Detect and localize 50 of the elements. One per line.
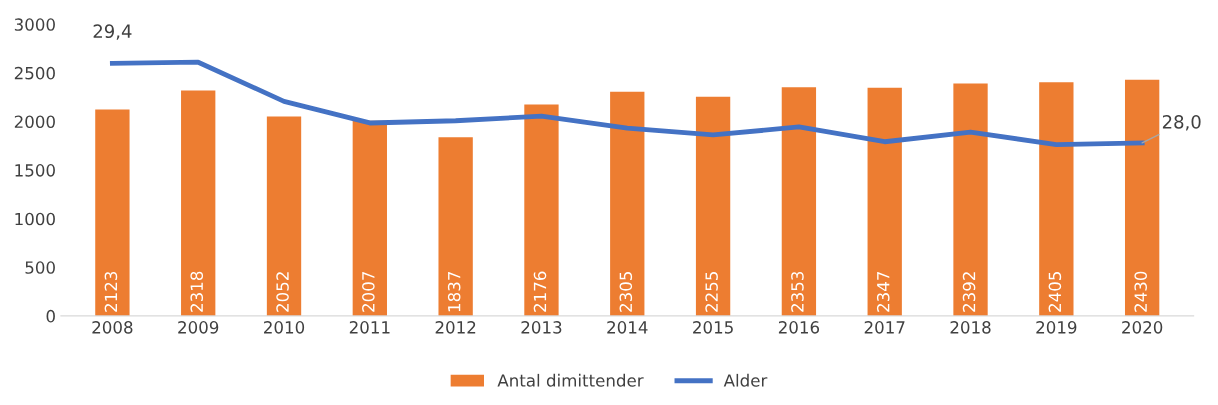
data-label: 2305 [619, 272, 633, 312]
y-tick-label: 2000 [14, 115, 55, 129]
x-tick-label: 2013 [521, 321, 562, 334]
bar [95, 109, 130, 316]
y-tick-label: 0 [46, 309, 55, 323]
bar [695, 96, 731, 316]
bar [438, 137, 473, 316]
x-tick-label: 2020 [1122, 321, 1163, 334]
bar [610, 91, 645, 316]
data-label: 2353 [791, 271, 804, 312]
x-tick-label: 2008 [92, 321, 133, 334]
data-label: 2255 [705, 272, 718, 312]
x-tick-label: 2014 [607, 321, 648, 334]
legend-label: Alder [723, 373, 768, 387]
bar [181, 90, 216, 316]
y-tick-label: 2500 [14, 66, 55, 80]
data-label: 2052 [276, 272, 289, 312]
bar [867, 87, 902, 316]
x-tick-label: 2018 [950, 321, 991, 334]
data-label: 2007 [362, 271, 375, 312]
x-tick-label: 2010 [264, 321, 305, 334]
bar [953, 83, 988, 316]
data-label: 29,4 [93, 24, 132, 40]
y-tick-label: 500 [25, 261, 55, 274]
data-label: 2176 [533, 271, 547, 312]
x-tick-label: 2017 [864, 321, 905, 334]
bar [524, 104, 559, 316]
x-tick-label: 2012 [435, 321, 476, 334]
data-label: 28,0 [1162, 115, 1201, 131]
bar [1124, 79, 1160, 316]
x-tick-label: 2009 [178, 321, 219, 334]
x-tick-label: 2016 [778, 321, 820, 334]
bar [266, 116, 302, 316]
data-label: 2392 [962, 272, 976, 312]
bar [1039, 82, 1074, 316]
bar [781, 87, 817, 316]
data-label: 1837 [447, 271, 461, 312]
y-tick-label: 1500 [15, 164, 55, 177]
bar [352, 120, 387, 316]
y-tick-label: 1000 [15, 212, 55, 226]
data-label: 2318 [190, 271, 204, 312]
data-label: 2430 [1134, 271, 1147, 312]
x-tick-label: 2015 [693, 321, 733, 334]
y-tick-label: 3000 [14, 18, 55, 31]
data-label: 2347 [876, 271, 890, 312]
data-label: 2123 [104, 271, 118, 312]
x-tick-label: 2019 [1036, 321, 1077, 334]
data-label: 2405 [1048, 272, 1062, 312]
x-tick-label: 2011 [349, 321, 390, 334]
legend-label: Antal dimittender [497, 373, 644, 387]
